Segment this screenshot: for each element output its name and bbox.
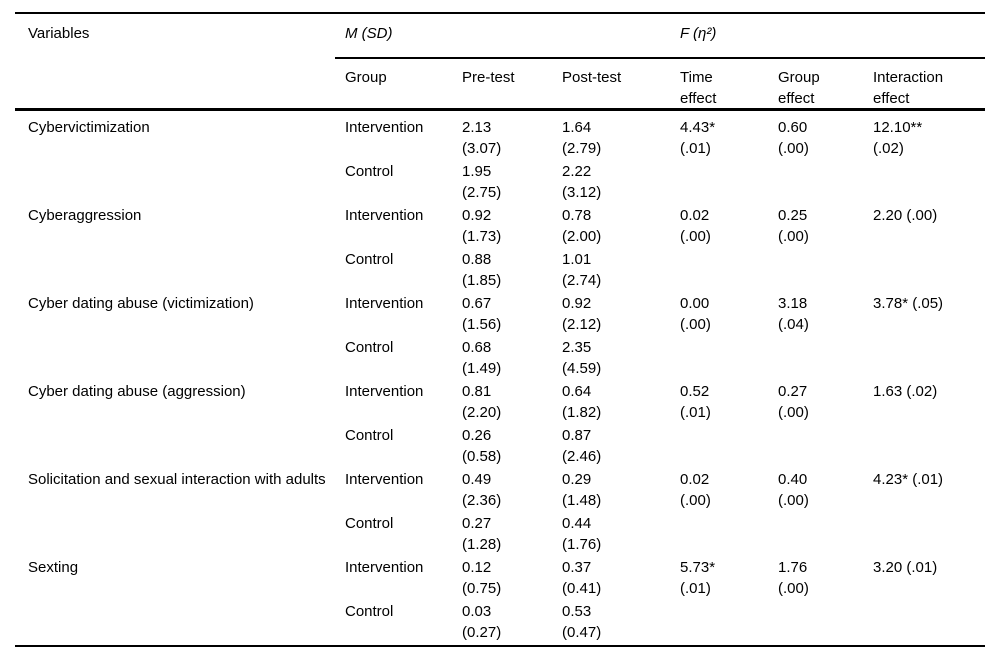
group-label: Intervention xyxy=(345,295,424,312)
pre-test-cell: 0.67 (1.56) xyxy=(462,295,502,333)
post-test-cell: 2.22 (3.12) xyxy=(562,163,602,201)
table-body: Cybervictimization Intervention 2.13 (3.0… xyxy=(15,111,985,645)
pre-test-cell: 0.68 (1.49) xyxy=(462,339,502,377)
post-test-cell: 0.92 (2.12) xyxy=(562,295,602,333)
time-effect-cell: 0.52 (.01) xyxy=(680,383,711,421)
table-row: Control 0.26 (0.58) 0.87 (2.46) xyxy=(15,425,985,469)
interaction-effect-cell: 2.20 (.00) xyxy=(873,207,938,224)
group-effect-cell: 0.40 (.00) xyxy=(778,471,809,509)
table-row: Control 0.88 (1.85) 1.01 (2.74) xyxy=(15,249,985,293)
group-effect-cell: 0.27 (.00) xyxy=(778,383,809,421)
group-label: Intervention xyxy=(345,119,424,136)
pre-test-cell: 1.95 (2.75) xyxy=(462,163,502,201)
column-header-interaction-effect-line2: effect xyxy=(873,90,910,107)
pre-test-cell: 0.12 (0.75) xyxy=(462,559,502,597)
column-header-time-effect-line1: Time xyxy=(680,69,713,86)
time-effect-cell: 0.00 (.00) xyxy=(680,295,711,333)
group-effect-cell: 1.76 (.00) xyxy=(778,559,809,597)
column-header-post-test: Post-test xyxy=(562,69,622,86)
table-row: Cyberaggression Intervention 0.92 (1.73) … xyxy=(15,205,985,249)
column-header-time-effect-line2: effect xyxy=(680,90,717,107)
group-label: Control xyxy=(345,427,394,444)
post-test-cell: 0.64 (1.82) xyxy=(562,383,602,421)
pre-test-cell: 2.13 (3.07) xyxy=(462,119,502,157)
anova-results-table: Variables M (SD) F (η²) Group Pre-test P… xyxy=(15,12,985,647)
column-header-time-effect: Time effect xyxy=(680,67,778,108)
variable-name: Solicitation and sexual interaction with… xyxy=(28,471,326,488)
interaction-effect-cell: 3.20 (.01) xyxy=(873,559,938,576)
column-header-pre-test: Pre-test xyxy=(462,69,515,86)
group-effect-cell: 0.25 (.00) xyxy=(778,207,809,245)
variable-name: Cyber dating abuse (victimization) xyxy=(28,295,254,312)
pre-test-cell: 0.26 (0.58) xyxy=(462,427,502,465)
column-header-group-effect-line2: effect xyxy=(778,90,815,107)
variable-name: Cyberaggression xyxy=(28,207,142,224)
pre-test-cell: 0.27 (1.28) xyxy=(462,515,502,553)
group-label: Control xyxy=(345,515,394,532)
column-header-interaction-effect: Interaction effect xyxy=(873,67,985,108)
interaction-effect-cell: 1.63 (.02) xyxy=(873,383,938,400)
table-row: Control 0.27 (1.28) 0.44 (1.76) xyxy=(15,513,985,557)
post-test-cell: 0.53 (0.47) xyxy=(562,603,602,641)
post-test-cell: 0.37 (0.41) xyxy=(562,559,602,597)
time-effect-cell: 5.73* (.01) xyxy=(680,559,716,597)
group-effect-cell: 0.60 (.00) xyxy=(778,119,809,157)
group-label: Control xyxy=(345,163,394,180)
pre-test-cell: 0.03 (0.27) xyxy=(462,603,502,641)
group-label: Control xyxy=(345,603,394,620)
table-row: Sexting Intervention 0.12 (0.75) 0.37 (0.4… xyxy=(15,557,985,601)
table-row: Solicitation and sexual interaction with… xyxy=(15,469,985,513)
post-test-cell: 0.78 (2.00) xyxy=(562,207,602,245)
post-test-cell: 0.87 (2.46) xyxy=(562,427,602,465)
group-label: Intervention xyxy=(345,559,424,576)
interaction-effect-cell: 12.10** (.02) xyxy=(873,119,923,157)
time-effect-cell: 0.02 (.00) xyxy=(680,207,711,245)
column-header-group: Group xyxy=(345,69,387,86)
column-group-header-f-eta: F (η²) xyxy=(680,25,717,42)
time-effect-cell: 4.43* (.01) xyxy=(680,119,716,157)
pre-test-cell: 0.92 (1.73) xyxy=(462,207,502,245)
group-effect-cell: 3.18 (.04) xyxy=(778,295,809,333)
group-label: Intervention xyxy=(345,471,424,488)
table-row: Control 0.68 (1.49) 2.35 (4.59) xyxy=(15,337,985,381)
table-row: Cybervictimization Intervention 2.13 (3.0… xyxy=(15,117,985,161)
column-header-interaction-effect-line1: Interaction xyxy=(873,69,944,86)
variable-name: Sexting xyxy=(28,559,79,576)
spanner-group: M (SD) F (η²) xyxy=(335,23,985,59)
group-label: Intervention xyxy=(345,207,424,224)
table-header-row-spanners: Variables M (SD) F (η²) xyxy=(15,14,985,59)
variable-name: Cybervictimization xyxy=(28,119,150,136)
time-effect-cell: 0.02 (.00) xyxy=(680,471,711,509)
interaction-effect-cell: 3.78* (.05) xyxy=(873,295,944,312)
post-test-cell: 2.35 (4.59) xyxy=(562,339,602,377)
header-spacer xyxy=(15,67,345,108)
table-row: Cyber dating abuse (victimization) Inter… xyxy=(15,293,985,337)
pre-test-cell: 0.81 (2.20) xyxy=(462,383,502,421)
post-test-cell: 0.29 (1.48) xyxy=(562,471,602,509)
group-label: Control xyxy=(345,339,394,356)
table-row: Control 1.95 (2.75) 2.22 (3.12) xyxy=(15,161,985,205)
group-label: Intervention xyxy=(345,383,424,400)
group-label: Control xyxy=(345,251,394,268)
column-group-header-m-sd: M (SD) xyxy=(345,25,393,42)
column-header-group-effect-line1: Group xyxy=(778,69,820,86)
post-test-cell: 1.01 (2.74) xyxy=(562,251,602,289)
pre-test-cell: 0.88 (1.85) xyxy=(462,251,502,289)
interaction-effect-cell: 4.23* (.01) xyxy=(873,471,944,488)
column-header-group-effect: Group effect xyxy=(778,67,873,108)
table-header-row-columns: Group Pre-test Post-test Time effect Gro… xyxy=(15,59,985,111)
column-header-variables: Variables xyxy=(28,25,90,42)
variable-name: Cyber dating abuse (aggression) xyxy=(28,383,246,400)
post-test-cell: 0.44 (1.76) xyxy=(562,515,602,553)
table-row: Cyber dating abuse (aggression) Interven… xyxy=(15,381,985,425)
pre-test-cell: 0.49 (2.36) xyxy=(462,471,502,509)
table-row: Control 0.03 (0.27) 0.53 (0.47) xyxy=(15,601,985,645)
post-test-cell: 1.64 (2.79) xyxy=(562,119,602,157)
